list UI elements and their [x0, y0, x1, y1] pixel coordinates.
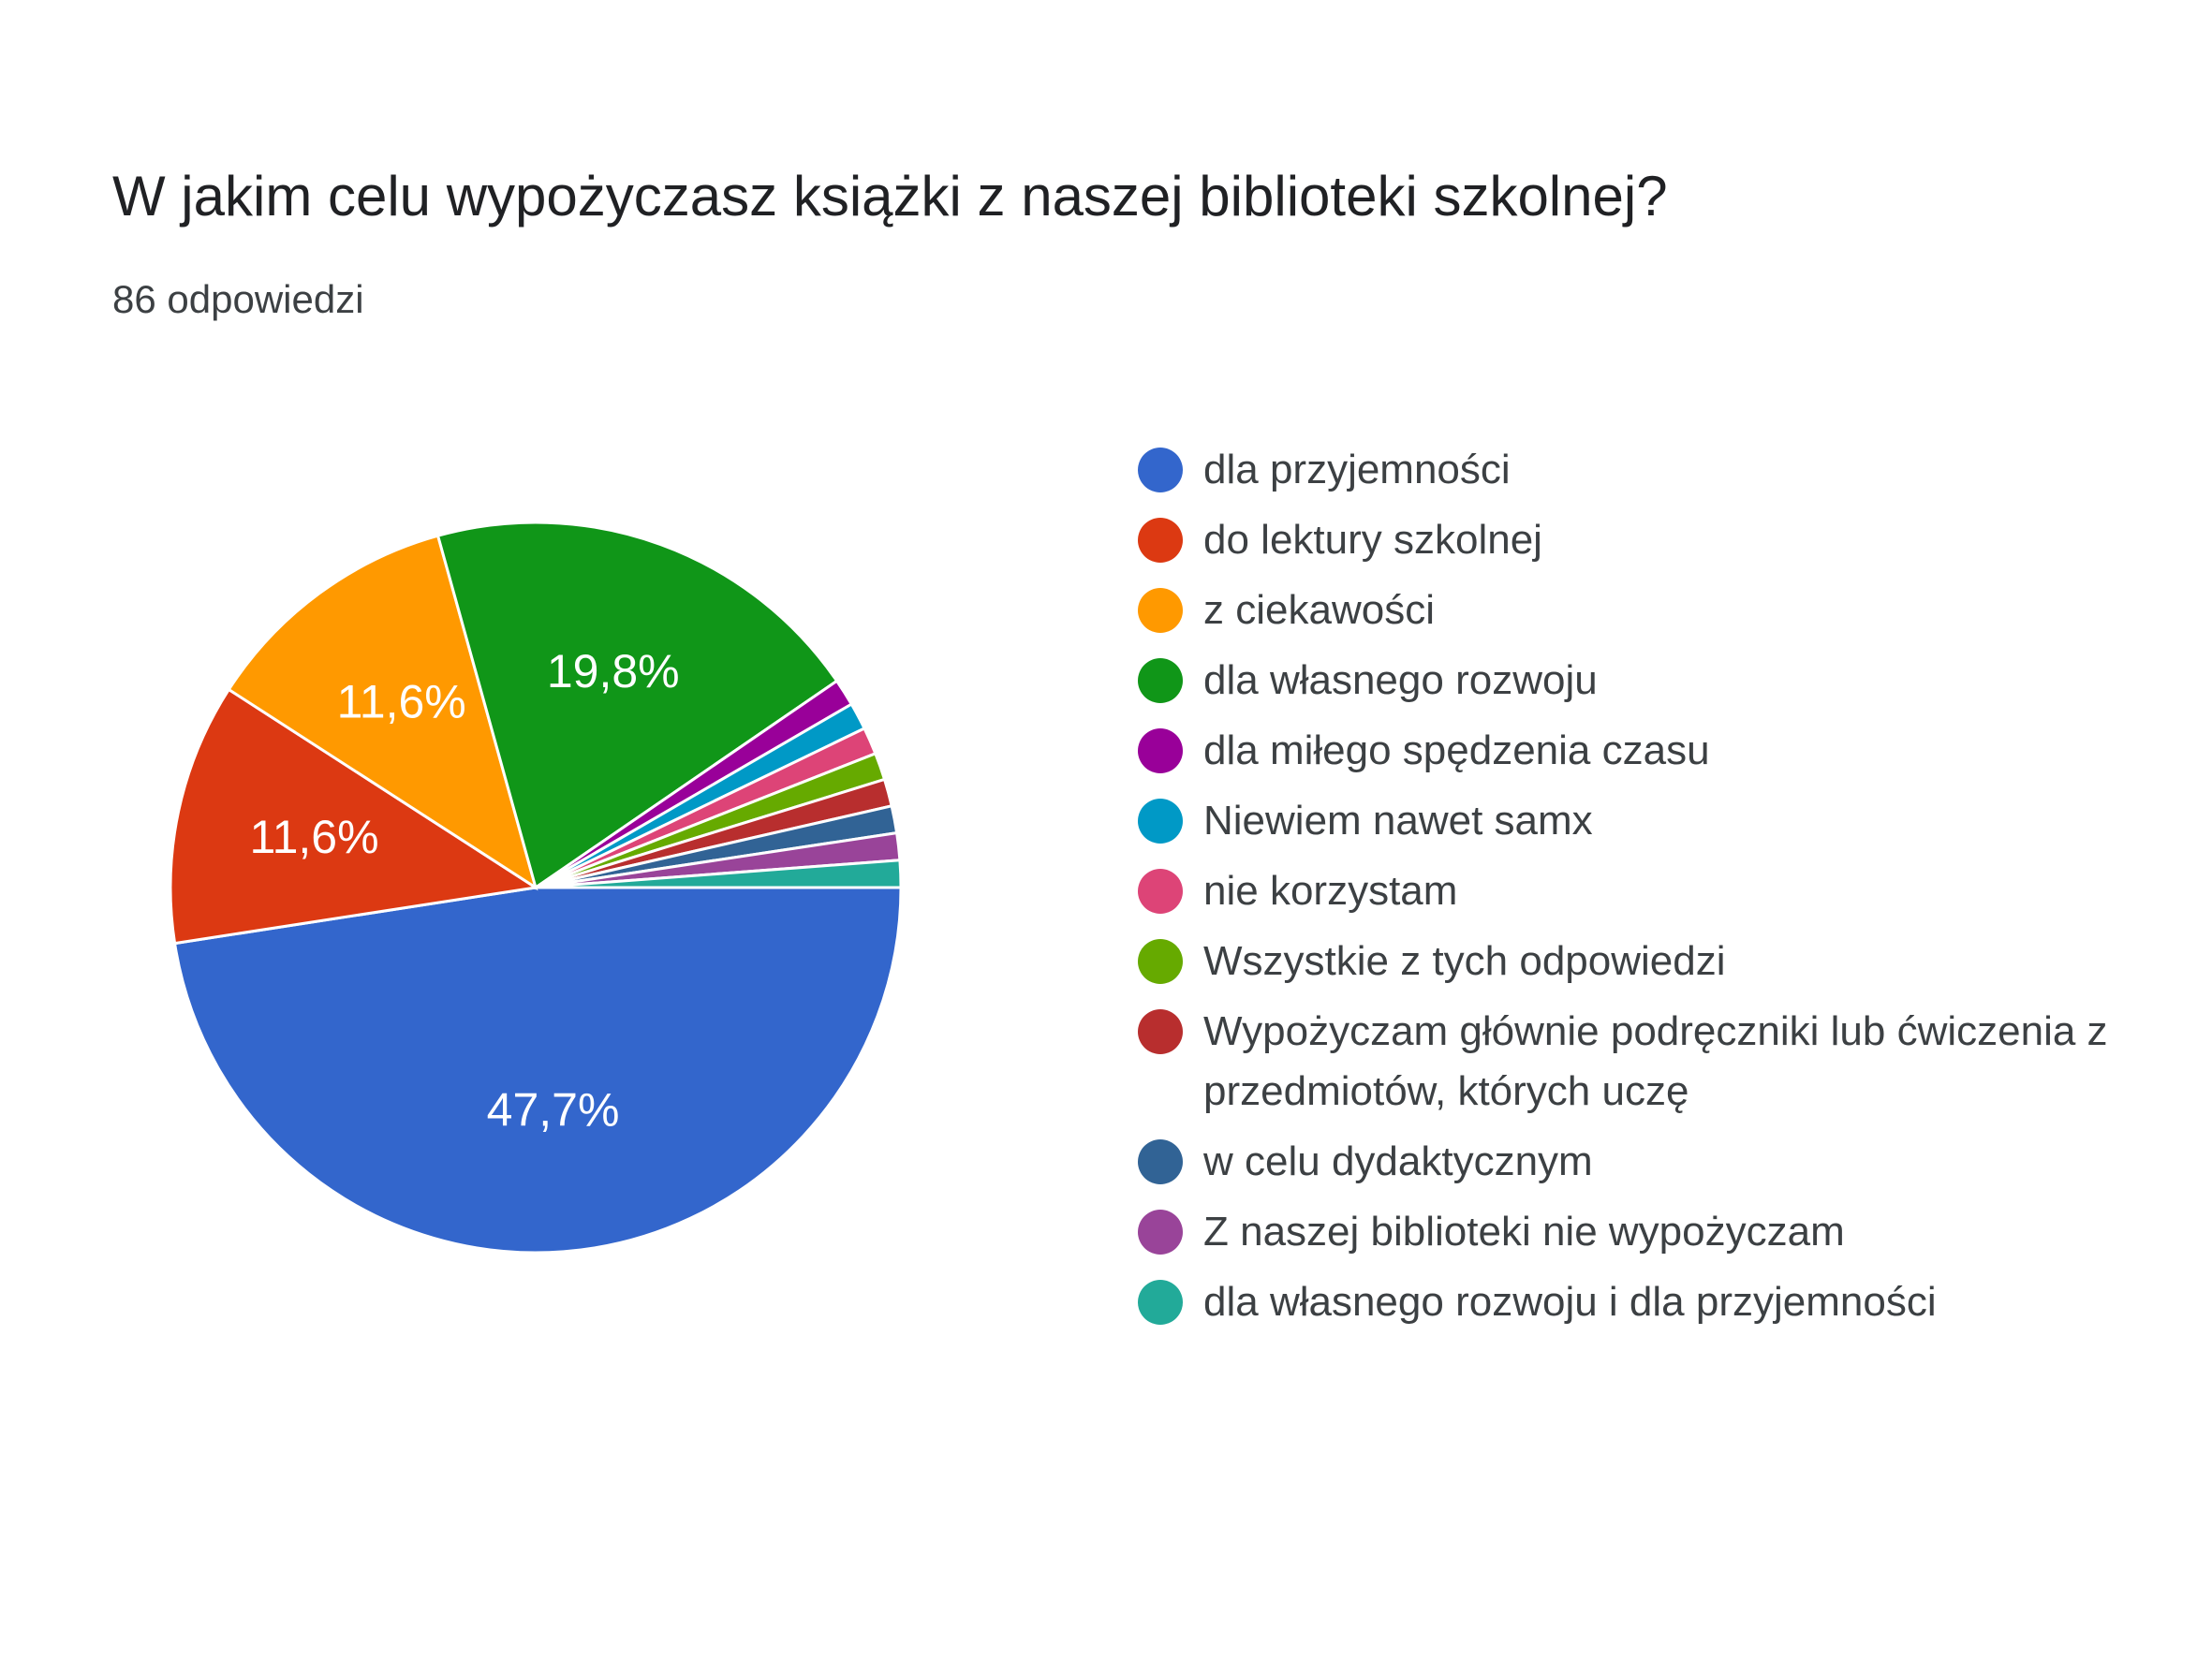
legend-swatch	[1138, 448, 1183, 492]
legend-swatch	[1138, 1009, 1183, 1054]
pie-slice-11	[535, 830, 902, 889]
legend-label: dla własnego rozwoju i dla przyjemności	[1203, 1279, 1937, 1325]
legend-swatch	[1138, 939, 1183, 984]
legend-label: do lektury szkolnej	[1203, 517, 1542, 563]
chart-title: W jakim celu wypożyczasz książki z nasze…	[112, 165, 1668, 228]
legend-swatch	[1138, 728, 1183, 773]
response-count: 86 odpowiedzi	[112, 277, 364, 321]
slice-percent-label-4: 19,8%	[547, 645, 680, 697]
legend-swatch	[1138, 518, 1183, 563]
legend-swatch	[1138, 588, 1183, 633]
legend-item-11: Z naszej biblioteki nie wypożyczam	[1138, 1202, 2168, 1262]
slice-percent-label-2: 11,6%	[249, 811, 378, 863]
slice-percent-label-3: 11,6%	[337, 675, 466, 727]
legend-item-4: dla własnego rozwoju	[1138, 651, 2168, 711]
pie-slice-12	[535, 859, 903, 889]
pie-slice-4	[435, 521, 839, 890]
legend-label: Wszystkie z tych odpowiedzi	[1203, 938, 1726, 984]
chart-legend: dla przyjemności do lektury szkolnej z cie…	[1138, 440, 2168, 1343]
legend-swatch	[1138, 658, 1183, 703]
pie-slice-2	[169, 687, 540, 946]
legend-swatch	[1138, 1210, 1183, 1255]
legend-item-10: w celu dydaktycznym	[1138, 1132, 2168, 1192]
legend-label: z ciekawości	[1203, 587, 1435, 633]
pie-slice-7	[535, 726, 877, 889]
legend-label: Niewiem nawet samx	[1203, 798, 1593, 844]
legend-item-7: nie korzystam	[1138, 861, 2168, 921]
slice-percent-label-1: 47,7%	[487, 1083, 620, 1136]
legend-label: Wypożyczam głównie podręczniki lub ćwicz…	[1203, 1008, 2108, 1114]
pie-slice-6	[535, 702, 867, 889]
legend-item-8: Wszystkie z tych odpowiedzi	[1138, 932, 2168, 991]
legend-label: w celu dydaktycznym	[1203, 1138, 1593, 1184]
pie-slice-1	[172, 886, 903, 1255]
legend-item-1: dla przyjemności	[1138, 440, 2168, 500]
pie-slice-3	[227, 534, 538, 891]
legend-item-3: z ciekawości	[1138, 580, 2168, 640]
legend-label: dla własnego rozwoju	[1203, 657, 1598, 703]
legend-item-5: dla miłego spędzenia czasu	[1138, 721, 2168, 781]
pie-slice-5	[535, 679, 854, 889]
legend-item-9: Wypożyczam głównie podręczniki lub ćwicz…	[1138, 1002, 2168, 1122]
legend-label: dla miłego spędzenia czasu	[1203, 727, 1710, 773]
legend-label: Z naszej biblioteki nie wypożyczam	[1203, 1209, 1845, 1255]
legend-swatch	[1138, 869, 1183, 914]
legend-item-2: do lektury szkolnej	[1138, 510, 2168, 570]
pie-slice-8	[535, 751, 887, 889]
legend-swatch	[1138, 799, 1183, 844]
legend-swatch	[1138, 1280, 1183, 1325]
legend-swatch	[1138, 1139, 1183, 1184]
pie-slice-10	[535, 803, 899, 889]
pie-slice-9	[535, 777, 893, 889]
legend-label: dla przyjemności	[1203, 447, 1511, 492]
legend-item-6: Niewiem nawet samx	[1138, 791, 2168, 851]
legend-item-12: dla własnego rozwoju i dla przyjemności	[1138, 1272, 2168, 1332]
legend-label: nie korzystam	[1203, 868, 1458, 914]
